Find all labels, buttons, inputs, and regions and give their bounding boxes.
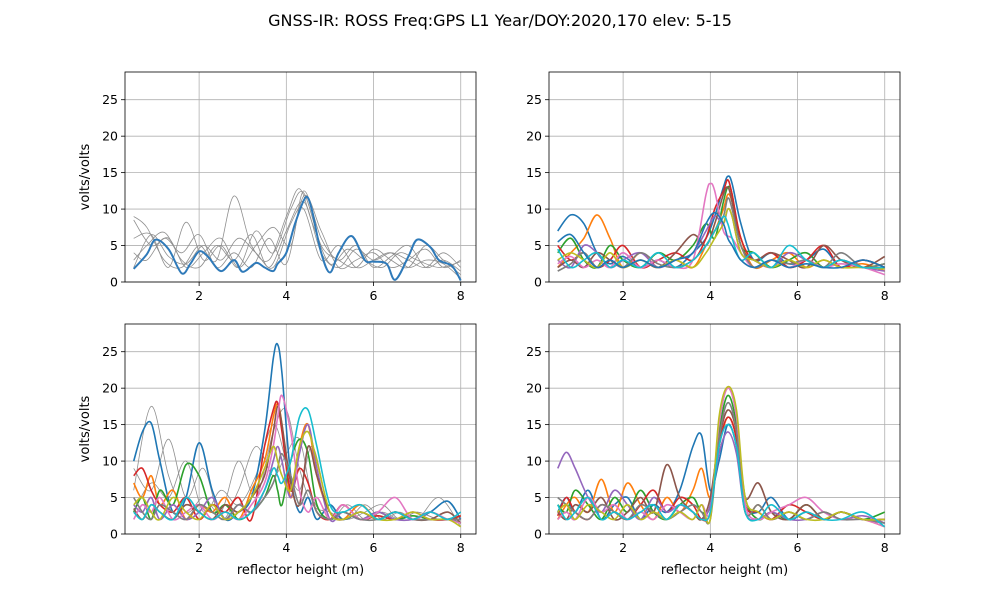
y-tick-label: 0 (534, 275, 542, 290)
axes-frame (548, 323, 901, 535)
subplot-top-right: 2 4 6 8 0 5 10 15 20 25 (526, 71, 901, 303)
background-series-line (133, 188, 461, 269)
y-tick-label: 15 (526, 165, 542, 180)
y-tick-label: 25 (102, 92, 118, 107)
y-tick-label: 5 (534, 490, 542, 505)
background-series-line (133, 190, 461, 272)
subplot-bottom-right: 2 4 6 8 0 5 10 15 20 25 reflector height (m) (526, 323, 901, 578)
y-tick-label: 0 (110, 275, 118, 290)
x-tick-label: 8 (457, 540, 465, 555)
x-tick-label: 8 (457, 288, 465, 303)
x-tick-label: 2 (619, 288, 627, 303)
series-line (133, 430, 462, 528)
series-line (132, 342, 462, 522)
x-tick-label: 2 (195, 288, 203, 303)
subplot-bottom-left: 2 4 6 8 0 5 10 15 20 25 reflector height (m) volts/… (78, 323, 477, 578)
y-tick-label: 0 (110, 527, 118, 542)
y-tick-label: 25 (526, 92, 542, 107)
series-line (133, 407, 462, 521)
x-tick-label: 4 (706, 540, 714, 555)
y-tick-label: 0 (534, 527, 542, 542)
x-tick-label: 2 (619, 540, 627, 555)
x-tick-label: 4 (282, 288, 290, 303)
y-tick-label: 20 (102, 381, 118, 396)
series-line (557, 387, 885, 528)
series-line (557, 409, 885, 521)
x-tick-label: 6 (794, 288, 802, 303)
x-tick-label: 4 (282, 540, 290, 555)
plot-area (132, 342, 462, 528)
background-series-line (133, 207, 461, 279)
x-tick-label: 6 (794, 540, 802, 555)
x-tick-label: 8 (881, 288, 889, 303)
series-line (557, 186, 886, 269)
axes-frame (548, 71, 901, 283)
y-tick-label: 25 (102, 344, 118, 359)
subplot-top-left: 2 4 6 8 0 5 10 15 20 25 volts/volts (78, 71, 477, 303)
plot-area (132, 188, 462, 282)
y-tick-label: 20 (102, 129, 118, 144)
series-line (557, 215, 885, 269)
y-tick-label: 5 (110, 238, 118, 253)
y-tick-label: 10 (102, 454, 118, 469)
x-tick-label: 6 (370, 540, 378, 555)
series-line (557, 211, 885, 269)
series-line (556, 423, 886, 528)
y-tick-label: 10 (526, 454, 542, 469)
x-tick-label: 2 (195, 540, 203, 555)
figure-title: GNSS-IR: ROSS Freq:GPS L1 Year/DOY:2020,… (268, 11, 732, 30)
y-axis-label: volts/volts (78, 395, 93, 462)
series-line (557, 385, 885, 525)
x-tick-label: 8 (881, 540, 889, 555)
y-tick-label: 15 (526, 417, 542, 432)
x-tick-label: 6 (370, 288, 378, 303)
y-tick-label: 15 (102, 165, 118, 180)
y-tick-label: 10 (102, 202, 118, 217)
plot-area (556, 385, 886, 528)
background-series-line (133, 191, 461, 276)
series-line (557, 193, 885, 272)
x-axis-label: reflector height (m) (661, 563, 788, 578)
y-axis-label: volts/volts (78, 143, 93, 210)
y-tick-label: 5 (534, 238, 542, 253)
axes-frame (124, 71, 477, 283)
x-axis-label: reflector height (m) (237, 563, 364, 578)
y-tick-label: 25 (526, 344, 542, 359)
x-tick-label: 4 (706, 288, 714, 303)
series-line (557, 207, 885, 270)
y-tick-label: 20 (526, 129, 542, 144)
axes-frame (124, 323, 477, 535)
y-tick-label: 5 (110, 490, 118, 505)
y-tick-label: 20 (526, 381, 542, 396)
y-tick-label: 15 (102, 417, 118, 432)
plot-area (557, 175, 886, 276)
y-tick-label: 10 (526, 202, 542, 217)
highlight-series-line (132, 195, 462, 282)
